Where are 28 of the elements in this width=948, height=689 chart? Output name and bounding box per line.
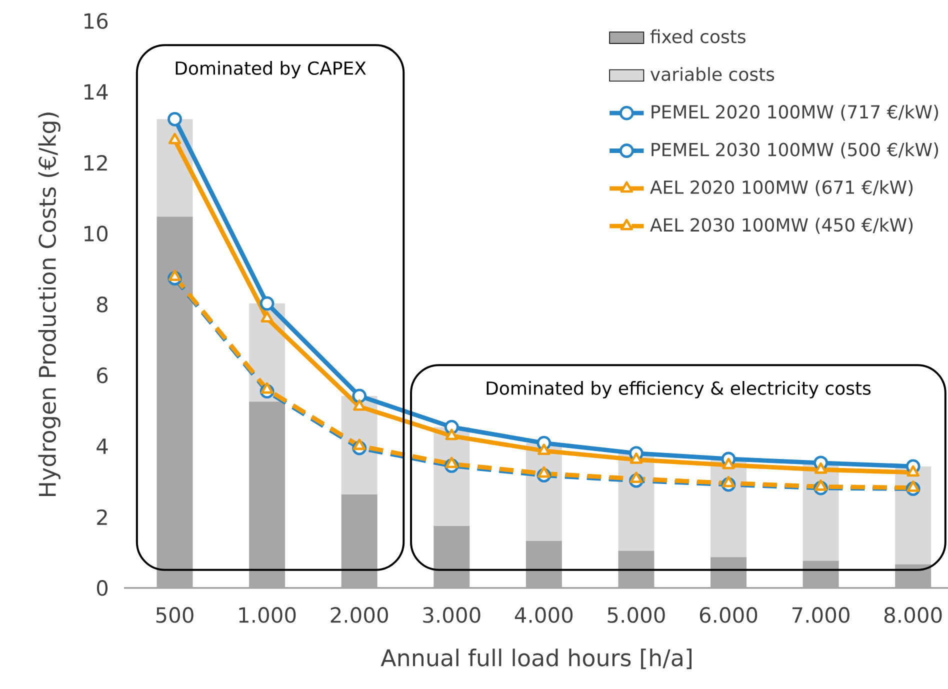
legend-label: AEL 2020 100MW (671 €/kW) <box>650 180 913 196</box>
x-axis-title: Annual full load hours [h/a] <box>380 648 692 670</box>
legend-label: variable costs <box>650 67 774 81</box>
x-tick-label: 2.000 <box>330 607 388 623</box>
y-tick-label: 6 <box>97 367 108 384</box>
legend-label: AEL 2030 100MW (450 €/kW) <box>650 218 913 234</box>
x-tick-label: 500 <box>156 607 194 623</box>
x-tick-label: 4.000 <box>514 607 573 623</box>
annotation: Dominated by CAPEX <box>176 61 366 78</box>
x-tick-label: 1.000 <box>239 607 296 623</box>
legend-label: fixed costs <box>650 29 746 44</box>
y-tick-label: 14 <box>84 84 108 100</box>
annotation: Dominated by efficiency & electricity costs <box>486 381 871 398</box>
y-tick-label: 4 <box>96 438 108 454</box>
x-tick-label: 7.000 <box>792 607 850 623</box>
x-tick-label: 5.000 <box>608 607 665 623</box>
y-tick-label: 16 <box>84 13 108 29</box>
y-tick-label: 0 <box>96 580 108 596</box>
y-tick-label: 10 <box>84 226 108 242</box>
y-tick-label: 8 <box>96 296 108 312</box>
y-tick-label: 12 <box>84 154 107 171</box>
x-tick-label: 3.000 <box>423 607 480 623</box>
x-tick-label: 6.000 <box>700 607 758 623</box>
y-axis-title: Hydrogen Production Costs (€/kg) <box>38 112 60 496</box>
y-tick-label: 2 <box>97 509 107 525</box>
legend-label: PEMEL 2030 100MW (500 €/kW) <box>652 142 938 158</box>
x-tick-label: 8.000 <box>884 607 942 623</box>
legend-label: PEMEL 2020 100MW (717 €/kW) <box>652 104 938 121</box>
